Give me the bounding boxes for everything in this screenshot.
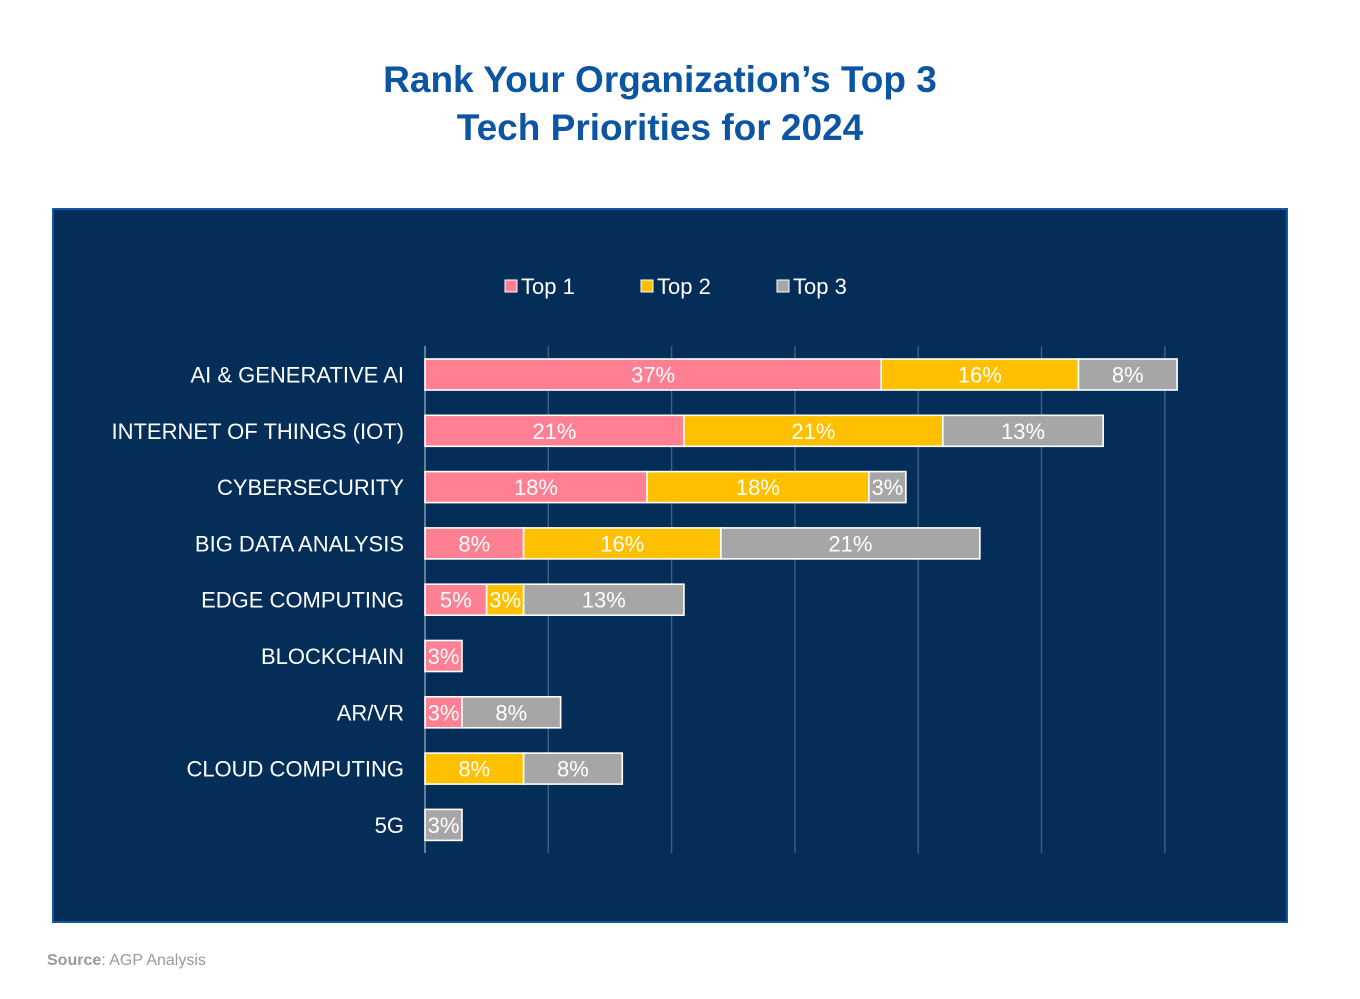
data-label: 21% xyxy=(791,419,835,444)
bar-segment xyxy=(880,358,1080,391)
legend-label: Top 3 xyxy=(793,274,847,299)
bar-segment xyxy=(424,639,463,673)
data-label: 13% xyxy=(582,588,626,613)
bar-segment xyxy=(522,527,722,560)
category-label: BLOCKCHAIN xyxy=(261,644,404,669)
bar-segment xyxy=(424,695,463,729)
bar-segment xyxy=(424,808,463,842)
bar-segment xyxy=(720,527,981,560)
bar-segment xyxy=(942,414,1104,448)
legend-label: Top 2 xyxy=(657,274,711,299)
data-label: 8% xyxy=(1112,363,1144,388)
bar-segment xyxy=(868,470,907,504)
data-label: 3% xyxy=(871,475,903,500)
bar-segment xyxy=(424,358,883,391)
data-label: 16% xyxy=(958,363,1002,388)
legend-swatch xyxy=(776,279,790,293)
data-label: 37% xyxy=(631,363,675,388)
data-label: 8% xyxy=(557,757,589,782)
stacked-bar-chart: Top 1 Top 2 Top 3 AI & GENERATIVE AI 37% 16% 8… xyxy=(111,274,1178,853)
data-label: 18% xyxy=(736,475,780,500)
bar-segment xyxy=(424,414,685,448)
title-line-1: Rank Your Organization’s Top 3 xyxy=(383,59,937,100)
data-label: 8% xyxy=(458,757,490,782)
bar-segment xyxy=(522,752,624,785)
bar-segment xyxy=(461,695,562,729)
bar-segment xyxy=(424,752,525,785)
title-line-2: Tech Priorities for 2024 xyxy=(456,107,864,148)
category-label: BIG DATA ANALYSIS xyxy=(195,531,404,556)
category-label: EDGE COMPUTING xyxy=(201,588,404,613)
data-label: 3% xyxy=(428,644,460,669)
bar-segment xyxy=(1077,358,1178,391)
bar-segment xyxy=(424,583,488,617)
category-label: AR/VR xyxy=(337,700,404,725)
data-label: 3% xyxy=(428,700,460,725)
category-label: 5G xyxy=(375,813,404,838)
data-label: 5% xyxy=(440,588,472,613)
bar-segment xyxy=(522,583,685,617)
source-label: Source xyxy=(47,952,102,969)
data-label: 21% xyxy=(828,531,872,556)
data-label: 8% xyxy=(495,700,527,725)
category-label: AI & GENERATIVE AI xyxy=(190,363,404,388)
data-label: 13% xyxy=(1001,419,1045,444)
data-label: 21% xyxy=(532,419,576,444)
legend-swatch xyxy=(640,279,654,293)
chart-title: Rank Your Organization’s Top 3 Tech Prio… xyxy=(0,56,1320,152)
bar-segment xyxy=(683,414,944,448)
data-label: 3% xyxy=(428,813,460,838)
category-label: CLOUD COMPUTING xyxy=(186,757,404,782)
data-label: 18% xyxy=(514,475,558,500)
category-label: CYBERSECURITY xyxy=(217,475,404,500)
source-text: : AGP Analysis xyxy=(101,952,206,969)
data-label: 3% xyxy=(489,588,521,613)
category-label: INTERNET OF THINGS (IOT) xyxy=(111,419,404,444)
legend-swatch xyxy=(504,279,518,293)
data-label: 16% xyxy=(600,531,644,556)
bar-segment xyxy=(485,583,525,617)
source-note: Source: AGP Analysis xyxy=(47,952,206,970)
chart-panel: Top 1 Top 2 Top 3 AI & GENERATIVE AI 37% 16% 8… xyxy=(52,208,1288,923)
data-label: 8% xyxy=(458,531,490,556)
legend-label: Top 1 xyxy=(521,274,575,299)
